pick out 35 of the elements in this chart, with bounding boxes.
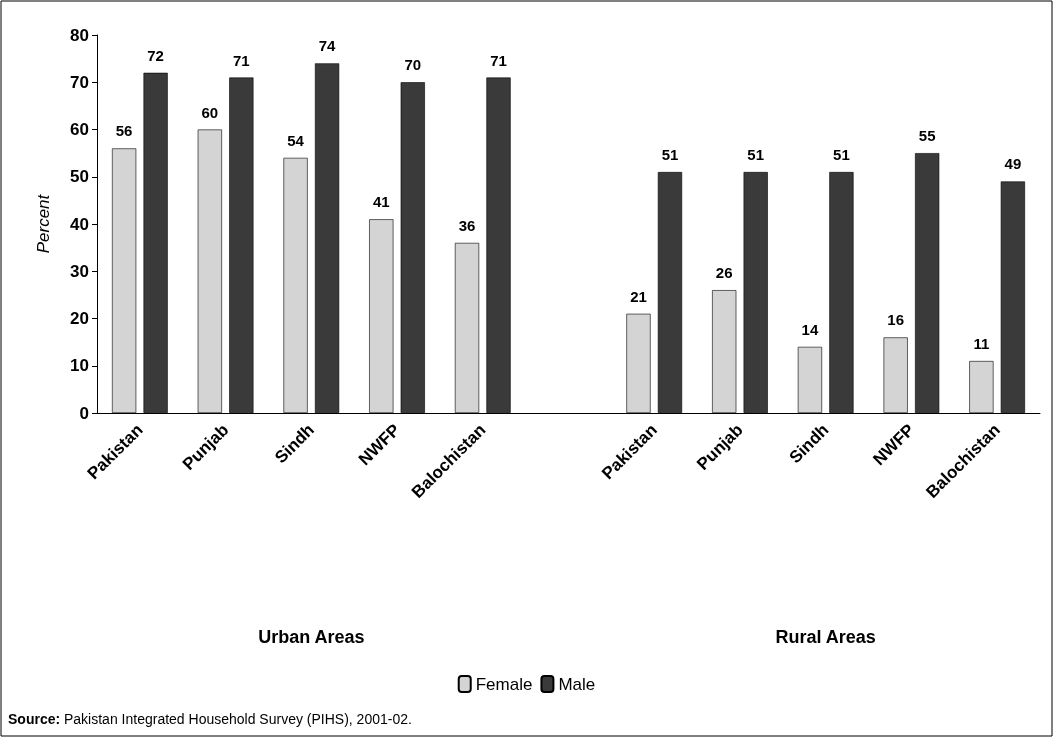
text: Rural Areas <box>775 627 876 647</box>
text: Urban Areas <box>258 627 365 647</box>
data-label: 26 <box>715 264 733 282</box>
data-label: 51 <box>833 146 850 164</box>
legend-label: Male <box>558 674 596 694</box>
y-tick-label: 0 <box>79 403 89 423</box>
data-label: 51 <box>747 146 765 164</box>
y-tick-label: 80 <box>70 25 89 45</box>
source-note: Source: Pakistan Integrated Household Survey (PIHS), 2001-02. <box>8 711 412 727</box>
data-label: 36 <box>458 216 476 234</box>
data-label: 16 <box>887 311 905 329</box>
data-label: 60 <box>201 103 219 121</box>
data-label: 11 <box>973 335 990 353</box>
data-label: 51 <box>661 146 679 164</box>
y-axis-title: Percent <box>34 193 53 254</box>
y-tick-label: 40 <box>70 214 89 234</box>
data-label: 56 <box>115 122 133 140</box>
data-label: 41 <box>372 193 390 211</box>
data-label: 70 <box>404 56 422 74</box>
y-tick-label: 20 <box>70 309 89 328</box>
data-label: 71 <box>232 51 250 69</box>
y-tick-label: 70 <box>70 72 89 92</box>
data-label: 72 <box>147 46 164 64</box>
y-tick-label: 30 <box>70 261 89 281</box>
legend-label: Female <box>475 674 533 694</box>
data-label: 55 <box>918 127 936 145</box>
data-label: 21 <box>630 287 647 305</box>
y-tick-label: 50 <box>70 167 89 187</box>
y-tick-label: 10 <box>70 356 89 376</box>
data-label: 49 <box>1004 155 1022 173</box>
data-label: 54 <box>287 131 305 149</box>
y-tick-label: 60 <box>70 120 89 139</box>
data-label: 71 <box>490 51 507 69</box>
data-label: 14 <box>801 320 819 338</box>
data-label: 74 <box>318 37 337 55</box>
